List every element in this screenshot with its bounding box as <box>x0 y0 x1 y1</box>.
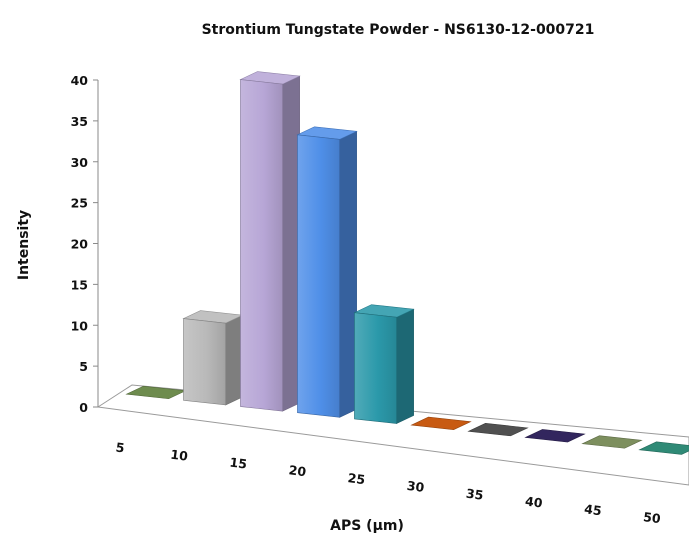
y-tick-label: 40 <box>71 73 89 88</box>
bar-40 <box>524 429 586 443</box>
bar-35 <box>467 422 529 437</box>
y-axis-title: Intensity <box>16 210 32 280</box>
bar-tile <box>581 435 643 449</box>
y-tick-label: 0 <box>79 400 88 415</box>
x-tick-label: 50 <box>642 509 662 526</box>
bar-30 <box>410 416 472 430</box>
x-tick-label: 15 <box>229 454 248 471</box>
bar-20 <box>296 126 358 418</box>
y-tick-label: 30 <box>71 155 89 170</box>
x-tick-label: 30 <box>406 478 426 495</box>
y-tick-label: 15 <box>71 277 88 292</box>
bar-25 <box>353 304 415 424</box>
x-tick-label: 5 <box>115 439 126 455</box>
y-tick-label: 10 <box>71 318 89 333</box>
y-tick-label: 35 <box>71 114 88 129</box>
chart-title: Strontium Tungstate Powder - NS6130-12-0… <box>202 22 595 38</box>
bar-front <box>240 79 283 412</box>
bars-layer <box>125 71 689 455</box>
axis-layer <box>96 80 689 486</box>
bar-front <box>183 318 226 406</box>
x-tick-label: 10 <box>170 447 190 464</box>
bar-tile <box>638 441 689 455</box>
bar-tile <box>467 422 529 437</box>
x-tick-label: 40 <box>524 493 544 510</box>
bar-side <box>339 130 357 418</box>
bar-front <box>297 134 340 418</box>
bar-side <box>282 75 300 412</box>
x-tick-label: 45 <box>583 501 602 518</box>
x-tick-label: 35 <box>465 486 484 503</box>
bar-side <box>225 314 243 406</box>
x-tick-label: 25 <box>347 470 366 487</box>
x-tick-label: 20 <box>288 462 308 479</box>
y-tick-label: 20 <box>71 237 89 252</box>
y-tick-label: 5 <box>79 359 88 374</box>
bar-45 <box>581 435 643 449</box>
bar-side <box>396 308 414 424</box>
bar-tile <box>524 429 586 443</box>
bar-50 <box>638 441 689 455</box>
bar-15 <box>239 71 301 412</box>
bar-front <box>354 312 397 424</box>
bar-10 <box>182 310 244 406</box>
x-axis-title: APS (µm) <box>330 518 404 534</box>
y-tick-label: 25 <box>71 196 88 211</box>
ticks-layer: 0 5 10 15 20 25 30 35 40 5 10 15 20 25 30 35 40 45 50 <box>71 73 662 526</box>
bar-tile <box>410 416 472 430</box>
chart-floor <box>96 384 689 486</box>
